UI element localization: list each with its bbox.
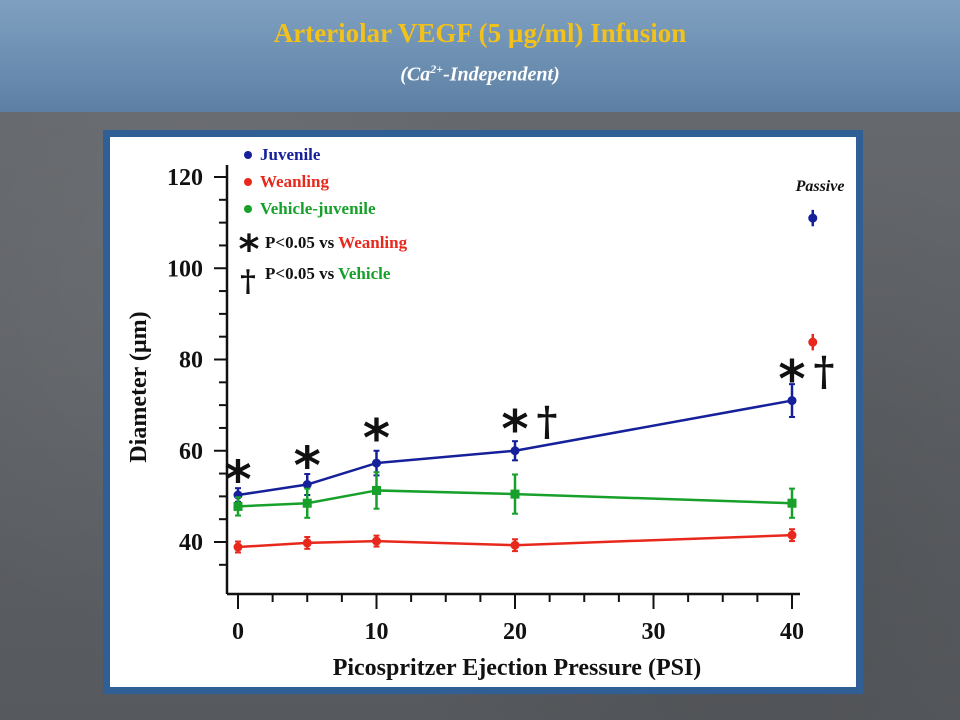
- data-point: [787, 498, 797, 508]
- subtitle-superscript: 2+: [430, 62, 444, 76]
- significance-star: *: [363, 409, 390, 469]
- x-tick-label: 30: [642, 619, 666, 645]
- subtitle-tail: -Independent): [443, 63, 560, 86]
- x-tick-label: 10: [365, 619, 389, 645]
- legend-marker: [244, 205, 252, 213]
- slide-header-background: [0, 0, 960, 112]
- data-point: [233, 542, 243, 552]
- series-vehicle-juvenile: [233, 471, 797, 519]
- data-point: [372, 536, 381, 546]
- legend-significance-target: Weanling: [338, 233, 407, 252]
- x-tick-label: 40: [780, 619, 804, 645]
- legend-label: Weanling: [260, 172, 329, 191]
- data-point: [787, 396, 797, 406]
- y-tick-label: 100: [167, 256, 203, 282]
- significance-annotations: * * * * †* †: [224, 348, 834, 510]
- significance-star: *: [778, 350, 805, 410]
- series-weanling: [233, 528, 797, 554]
- diameter-chart: 40 60 80 100 120 0 10 20 30 40 Picospritzer Ejecti…: [126, 145, 845, 681]
- passive-label: Passive: [795, 178, 845, 195]
- y-tick-label: 80: [179, 348, 203, 374]
- legend-significance-text: P<0.05 vs Vehicle: [265, 264, 391, 283]
- passive-point: [808, 337, 818, 347]
- x-tick-label: 0: [232, 619, 244, 645]
- y-tick-label: 60: [179, 439, 203, 465]
- legend-symbol-star: *: [239, 227, 260, 273]
- subtitle-main: (Ca: [400, 63, 431, 86]
- legend-label: Juvenile: [260, 145, 321, 164]
- legend-marker: [244, 151, 252, 159]
- passive-point: [808, 213, 818, 223]
- legend-label: Vehicle-juvenile: [260, 199, 376, 218]
- data-point: [372, 485, 381, 495]
- data-point: [510, 446, 520, 456]
- data-point: [787, 530, 797, 540]
- chart-legend: Juvenile Weanling Vehicle-juvenile* P<0.05 …: [239, 145, 408, 299]
- significance-star: *: [294, 437, 321, 497]
- y-tick-label: 40: [179, 530, 203, 556]
- x-tick-label: 20: [503, 619, 527, 645]
- legend-symbol-dagger: †: [240, 264, 256, 299]
- legend-significance-prefix: P<0.05 vs: [265, 264, 338, 283]
- slide-title: Arteriolar VEGF (5 µg/ml) Infusion: [273, 18, 687, 48]
- significance-star: *: [501, 400, 528, 460]
- series-juvenile: [233, 383, 797, 503]
- legend-marker: [244, 178, 252, 186]
- data-point: [510, 540, 520, 550]
- data-point: [302, 498, 312, 508]
- chart-panel: 40 60 80 100 120 0 10 20 30 40 Picospritzer Ejecti…: [103, 130, 863, 694]
- passive-group: Passive: [795, 178, 845, 351]
- slide-subtitle: (Ca2+-Independent): [0, 62, 960, 87]
- data-point: [372, 458, 381, 468]
- data-point: [233, 501, 243, 511]
- data-point: [302, 480, 312, 490]
- significance-dagger: †: [814, 348, 835, 395]
- legend-significance-prefix: P<0.05 vs: [265, 233, 338, 252]
- significance-dagger: †: [537, 398, 558, 445]
- y-tick-label: 120: [167, 165, 203, 191]
- significance-star: *: [224, 450, 251, 510]
- legend-significance-target: Vehicle: [338, 264, 391, 283]
- data-point: [302, 538, 312, 548]
- data-point: [510, 489, 520, 499]
- x-axis-title: Picospritzer Ejection Pressure (PSI): [333, 655, 702, 681]
- y-axis-title: Diameter (µm): [126, 311, 152, 462]
- legend-significance-text: P<0.05 vs Weanling: [265, 233, 408, 252]
